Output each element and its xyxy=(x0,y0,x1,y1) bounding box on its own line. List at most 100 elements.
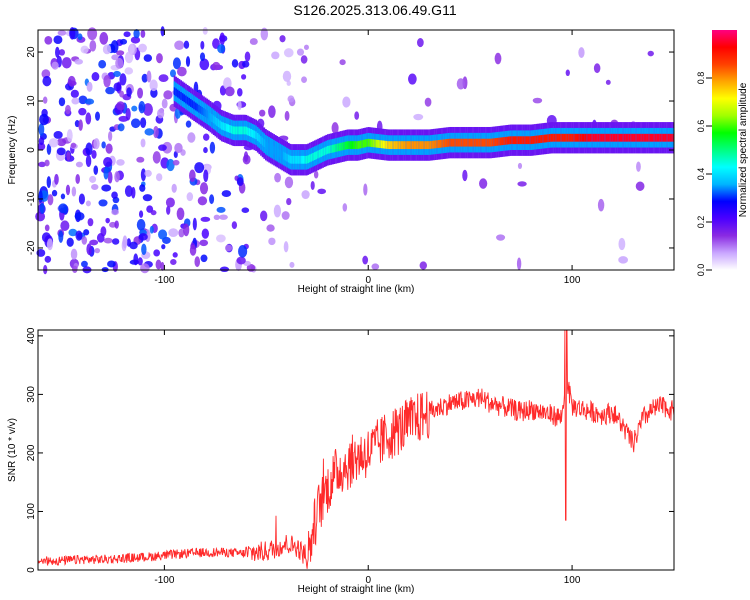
spectrogram-cell xyxy=(221,190,232,197)
ridge-segment xyxy=(258,134,261,143)
ridge-segment xyxy=(220,121,223,130)
spectrogram-ytick-label: 0 xyxy=(26,147,37,153)
spectrogram-cell xyxy=(494,52,502,65)
spectrogram-cell xyxy=(203,147,208,154)
ridge-segment xyxy=(573,133,576,142)
ridge-segment xyxy=(499,137,502,146)
ridge-segment xyxy=(529,136,531,145)
spectrogram-cell xyxy=(110,40,119,54)
ridge-segment xyxy=(512,136,515,145)
ridge-segment xyxy=(478,138,481,147)
ridge-segment xyxy=(664,133,667,142)
spectrogram-cell xyxy=(98,60,107,69)
spectrogram-cell xyxy=(44,35,53,45)
ridge-segment xyxy=(204,109,207,118)
ridge-segment xyxy=(400,141,403,150)
spectrogram-cell xyxy=(53,131,63,139)
spectrogram-cell xyxy=(152,151,161,164)
spectrogram-cell xyxy=(516,257,522,270)
spectrogram-cell xyxy=(408,73,417,85)
spectrogram-cell xyxy=(199,52,206,61)
spectrogram-cell xyxy=(44,224,50,232)
ridge-segment xyxy=(387,141,390,149)
ridge-segment xyxy=(477,138,479,147)
ridge-segment xyxy=(222,122,225,131)
ridge-segment xyxy=(516,136,518,145)
snr-series-line xyxy=(37,329,675,569)
spectrogram-cell xyxy=(58,230,64,243)
spectrogram-cell xyxy=(103,237,113,244)
ridge-segment xyxy=(504,136,507,145)
ridge-segment xyxy=(238,126,241,135)
spectrogram-cell xyxy=(46,176,51,189)
spectrogram-cell xyxy=(100,226,107,237)
spectrogram-cell xyxy=(133,253,139,266)
ridge-segment xyxy=(565,133,567,142)
snr-panel: -100 0 100 0 100 200 300 400 Height of straight… xyxy=(7,327,675,595)
spectrogram-cell xyxy=(75,174,81,184)
ridge-segment xyxy=(392,141,394,150)
ridge-segment xyxy=(287,154,290,163)
spectrogram-cell xyxy=(66,237,74,247)
ridge-segment xyxy=(429,141,432,149)
spectrogram-cell xyxy=(111,191,118,199)
spectrogram-cell xyxy=(84,98,95,105)
spectrogram-cell xyxy=(153,126,159,139)
spectrogram-cell xyxy=(200,40,205,50)
ridge-segment xyxy=(507,136,510,145)
ridge-segment xyxy=(217,119,220,128)
ridge-segment xyxy=(348,141,350,150)
spectrogram-cell xyxy=(219,214,228,220)
ridge-segment xyxy=(260,136,262,144)
spectrogram-cell xyxy=(70,142,77,148)
spectrogram-cell xyxy=(85,200,91,207)
ridge-segment xyxy=(289,155,292,164)
ridge-segment xyxy=(625,133,628,142)
spectrogram-cell xyxy=(200,254,208,263)
ridge-segment xyxy=(313,152,316,160)
spectrogram-cell xyxy=(371,263,380,270)
ridge-segment xyxy=(449,138,452,147)
spectrogram-cell xyxy=(105,143,113,154)
spectrogram-cell xyxy=(107,131,113,142)
spectrogram-cell xyxy=(236,256,246,265)
spectrogram-cell xyxy=(93,138,100,150)
ridge-segment xyxy=(323,147,326,156)
spectrogram-cell xyxy=(201,228,210,239)
spectrogram-cell xyxy=(578,47,585,58)
spectrogram-cell xyxy=(86,81,93,92)
spectrogram-cell xyxy=(158,229,168,240)
spectrogram-cell xyxy=(78,107,87,116)
ridge-segment xyxy=(326,145,329,154)
spectrogram-cell xyxy=(199,58,210,71)
spectrogram-cell xyxy=(56,147,66,156)
ridge-segment xyxy=(600,133,603,142)
ridge-segment xyxy=(261,137,264,146)
spectrogram-cell xyxy=(268,105,276,118)
ridge-segment xyxy=(325,146,328,155)
ridge-segment xyxy=(193,101,196,110)
ridge-segment xyxy=(509,136,512,145)
ridge-segment xyxy=(511,136,514,145)
spectrogram-cell xyxy=(141,243,147,256)
ridge-segment xyxy=(602,133,605,142)
spectrogram-cell xyxy=(133,28,140,39)
spectrogram-cell xyxy=(94,247,101,254)
spectrogram-cell xyxy=(37,142,46,151)
spectrogram-cell xyxy=(618,256,629,264)
spectrogram-cell xyxy=(56,138,67,147)
spectrogram-cell xyxy=(150,210,157,216)
spectrogram-cell xyxy=(153,249,161,257)
colorbar-label: Normalized spectral amplitude xyxy=(738,82,749,217)
ridge-segment xyxy=(617,133,620,142)
ridge-segment xyxy=(581,133,584,142)
ridge-segment xyxy=(424,141,427,150)
ridge-segment xyxy=(537,135,540,144)
spectrogram-cell xyxy=(119,90,125,98)
ridge-segment xyxy=(410,141,412,150)
ridge-segment xyxy=(653,133,655,142)
spectrogram-cell xyxy=(217,44,226,54)
ridge-segment xyxy=(372,139,375,148)
spectrogram-cell xyxy=(354,111,360,120)
snr-xtick-label: -100 xyxy=(154,575,174,586)
